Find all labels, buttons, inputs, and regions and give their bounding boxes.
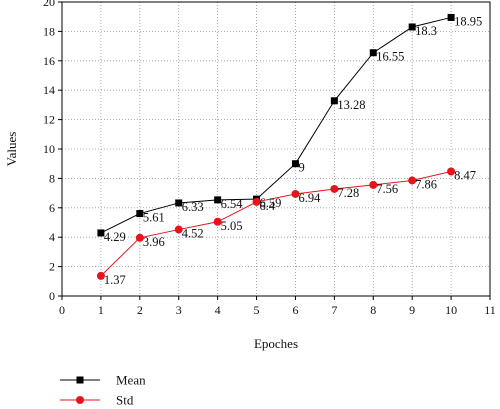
legend-label-std: Std <box>116 393 134 408</box>
x-tick-label: 6 <box>292 303 298 317</box>
mean-data-label: 5.61 <box>143 211 165 225</box>
std-data-label: 1.37 <box>104 273 126 287</box>
std-data-label: 6.94 <box>298 191 321 205</box>
x-tick-label: 4 <box>215 303 221 317</box>
mean-point <box>447 13 455 21</box>
y-tick-label: 2 <box>49 260 55 274</box>
std-point <box>330 184 339 193</box>
mean-data-label: 18.3 <box>415 24 437 38</box>
std-data-label: 7.28 <box>337 186 359 200</box>
std-point <box>408 176 417 185</box>
std-point <box>174 225 183 234</box>
mean-data-label: 13.28 <box>337 98 365 112</box>
std-data-label: 4.52 <box>182 227 204 241</box>
y-tick-label: 10 <box>43 142 55 156</box>
y-tick-label: 8 <box>49 171 55 185</box>
x-axis-title: Epoches <box>254 336 298 351</box>
x-tick-label: 7 <box>331 303 337 317</box>
mean-data-label: 9 <box>298 161 304 175</box>
mean-point <box>291 160 299 168</box>
grid <box>62 2 490 296</box>
mean-point <box>214 196 222 204</box>
series-layer <box>96 13 456 280</box>
x-tick-label: 9 <box>409 303 415 317</box>
y-tick-label: 0 <box>49 289 55 303</box>
y-tick-label: 16 <box>43 54 55 68</box>
std-data-label: 7.56 <box>376 182 398 196</box>
x-tick-label: 2 <box>137 303 143 317</box>
y-axis-title: Values <box>4 132 19 167</box>
std-data-label: 3.96 <box>143 235 165 249</box>
mean-data-label: 6.33 <box>182 200 204 214</box>
y-tick-label: 20 <box>43 0 55 9</box>
mean-data-label: 18.95 <box>454 14 482 28</box>
std-point <box>213 217 222 226</box>
mean-point <box>408 23 416 31</box>
x-tick-label: 8 <box>370 303 376 317</box>
std-data-label: 8.47 <box>454 168 476 182</box>
y-tick-label: 4 <box>49 230 55 244</box>
legend-marker-std <box>76 396 84 404</box>
mean-point <box>136 210 144 218</box>
y-tick-label: 12 <box>43 113 55 127</box>
legend-marker-mean <box>76 376 84 384</box>
mean-data-label: 6.54 <box>221 197 244 211</box>
std-point <box>252 197 261 206</box>
std-point <box>447 167 456 176</box>
x-tick-label: 0 <box>59 303 65 317</box>
std-series-line <box>100 171 452 277</box>
mean-data-label: 4.29 <box>104 230 126 244</box>
std-data-label: 7.86 <box>415 177 437 191</box>
x-tick-label: 1 <box>98 303 104 317</box>
x-tick-label: 11 <box>484 303 496 317</box>
mean-point <box>175 199 183 207</box>
y-tick-label: 18 <box>43 24 55 38</box>
mean-point <box>97 229 105 237</box>
data-labels: 4.29 5.61 6.33 6.54 6.59 9 13.28 16.55 18.3 18.95… <box>104 14 482 286</box>
std-point <box>369 180 378 189</box>
mean-data-label: 6.59 <box>260 196 282 210</box>
std-point <box>135 233 144 242</box>
mean-point <box>369 49 377 57</box>
mean-series-line <box>100 16 452 234</box>
y-tick-label: 6 <box>49 201 55 215</box>
y-tick-label: 14 <box>43 83 55 97</box>
std-point <box>291 189 300 198</box>
mean-data-label: 16.55 <box>376 50 404 64</box>
x-tick-label: 5 <box>254 303 260 317</box>
legend-label-mean: Mean <box>116 373 146 388</box>
x-tick-label: 10 <box>445 303 457 317</box>
legend: Mean Std <box>60 373 146 408</box>
x-tick-label: 3 <box>176 303 182 317</box>
std-data-label: 6.4 <box>260 199 276 213</box>
mean-point <box>330 97 338 105</box>
std-data-label: 5.05 <box>221 219 243 233</box>
std-point <box>96 271 105 280</box>
